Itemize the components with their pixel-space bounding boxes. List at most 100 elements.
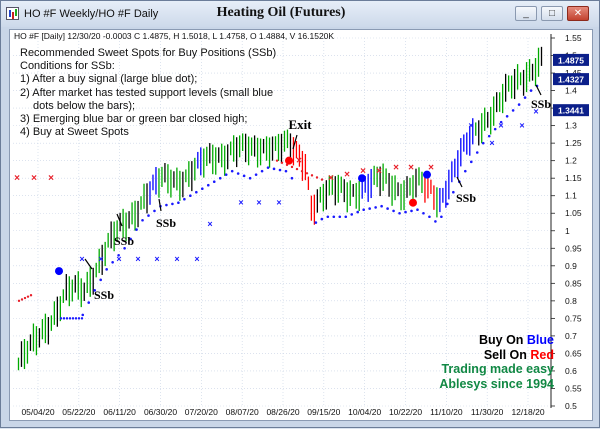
annotation-arrow — [292, 134, 298, 150]
y-tick-label: 1.15 — [565, 173, 582, 183]
rules-line: 1) After a buy signal (large blue dot); — [20, 73, 198, 86]
support-dot — [278, 168, 282, 172]
x-tick-label: 10/04/20 — [348, 407, 381, 417]
support-dot — [362, 208, 365, 212]
support-dot — [529, 89, 533, 92]
support-dot — [499, 120, 503, 124]
x-tick-label: 05/22/20 — [62, 407, 95, 417]
rules-line: 2) After market has tested support level… — [20, 86, 274, 99]
support-dot — [260, 169, 264, 173]
y-tick-label: 0.95 — [565, 243, 582, 253]
x-tick-label: 07/20/20 — [185, 407, 218, 417]
resistance-x-marker: × — [376, 166, 382, 177]
support-dot — [81, 313, 85, 317]
resistance-dot — [29, 294, 33, 297]
support-dot — [326, 215, 330, 219]
rules-line: 4) Buy at Sweet Spots — [20, 126, 129, 139]
support-x-marker: × — [256, 198, 261, 208]
support-dot — [77, 317, 81, 320]
y-tick-label: 1.55 — [565, 33, 582, 43]
x-tick-label: 10/22/20 — [389, 407, 422, 417]
support-dot — [332, 215, 336, 219]
support-dot — [59, 317, 63, 320]
support-dot — [422, 211, 425, 215]
support-dot — [505, 114, 509, 118]
rules-line: 3) Emerging blue bar or green bar closed… — [20, 113, 248, 126]
y-tick-label: 1.1 — [565, 191, 577, 201]
support-dot — [392, 209, 395, 213]
resistance-x-marker: × — [428, 163, 434, 174]
resistance-x-marker: × — [344, 170, 350, 181]
support-dot — [74, 317, 78, 320]
resistance-dot — [20, 298, 24, 301]
support-x-marker: × — [79, 254, 84, 264]
y-tick-label: 1.4 — [565, 86, 577, 96]
rules-line: Conditions for SSb: — [20, 60, 115, 73]
chart-app-icon — [6, 7, 19, 20]
x-tick-label: 11/30/20 — [471, 407, 504, 417]
ohlc-info-line: HO #F [Daily] 12/30/20 -0.0003 C 1.4875,… — [14, 31, 335, 41]
support-x-marker: × — [519, 121, 524, 131]
buy-color-word: Blue — [526, 333, 554, 347]
support-x-marker: × — [498, 121, 503, 131]
support-dot — [171, 202, 174, 206]
support-dot — [452, 190, 455, 194]
window-title: HO #F Weekly/HO #F Daily — [24, 8, 159, 20]
resistance-dot — [275, 159, 279, 162]
support-dot — [338, 215, 342, 219]
price-tag — [553, 53, 589, 66]
brand-tagline: Trading made easy — [441, 362, 554, 376]
minimize-button[interactable]: _ — [515, 6, 537, 21]
ssb-label: SSb — [94, 288, 114, 302]
resistance-dot — [315, 176, 319, 179]
support-dot — [350, 213, 354, 216]
support-dot — [428, 215, 431, 219]
x-tick-label: 08/07/20 — [226, 407, 259, 417]
support-dot — [374, 206, 377, 209]
y-tick-label: 0.7 — [565, 331, 577, 341]
close-button[interactable]: ✕ — [567, 6, 589, 21]
chart-plot-area[interactable] — [9, 29, 593, 421]
title-bar[interactable]: HO #F Weekly/HO #F Daily Heating Oil (Fu… — [1, 1, 599, 27]
support-x-marker: × — [135, 254, 140, 264]
y-tick-label: 0.65 — [565, 348, 582, 358]
support-dot — [123, 246, 126, 250]
y-tick-label: 0.9 — [565, 261, 577, 271]
support-x-marker: × — [207, 219, 212, 229]
resistance-dot — [23, 296, 27, 300]
price-tag — [553, 73, 589, 86]
price-tag-label: 1.4875 — [558, 55, 584, 65]
support-dot — [481, 141, 485, 145]
support-dot — [404, 210, 407, 214]
resistance-dot — [305, 172, 309, 175]
resistance-dot — [295, 167, 299, 171]
price-tag — [553, 104, 589, 117]
y-tick-label: 1 — [565, 226, 570, 236]
support-dot — [314, 221, 318, 224]
support-dot — [117, 253, 120, 257]
y-tick-label: 0.8 — [565, 296, 577, 306]
support-dot — [71, 317, 75, 320]
resistance-dot — [17, 299, 21, 303]
support-dot — [368, 207, 371, 210]
signal-dot — [423, 170, 431, 179]
ssb-label: SSb — [114, 234, 134, 248]
ssb-label: SSb — [456, 191, 476, 205]
support-dot — [105, 268, 108, 271]
signal-dot — [409, 198, 417, 207]
y-tick-label: 0.6 — [565, 366, 577, 376]
support-dot — [111, 261, 114, 264]
maximize-button[interactable]: □ — [541, 6, 563, 21]
support-dot — [284, 169, 288, 173]
signal-dot — [55, 267, 63, 276]
x-tick-label: 06/30/20 — [144, 407, 177, 417]
brand-since: Ablesys since 1994 — [439, 377, 554, 391]
annotation-arrow — [116, 213, 123, 227]
support-dot — [68, 317, 72, 320]
support-dot — [62, 317, 66, 320]
support-dot — [266, 166, 270, 169]
support-dot — [65, 317, 69, 320]
resistance-x-marker: × — [31, 173, 37, 184]
